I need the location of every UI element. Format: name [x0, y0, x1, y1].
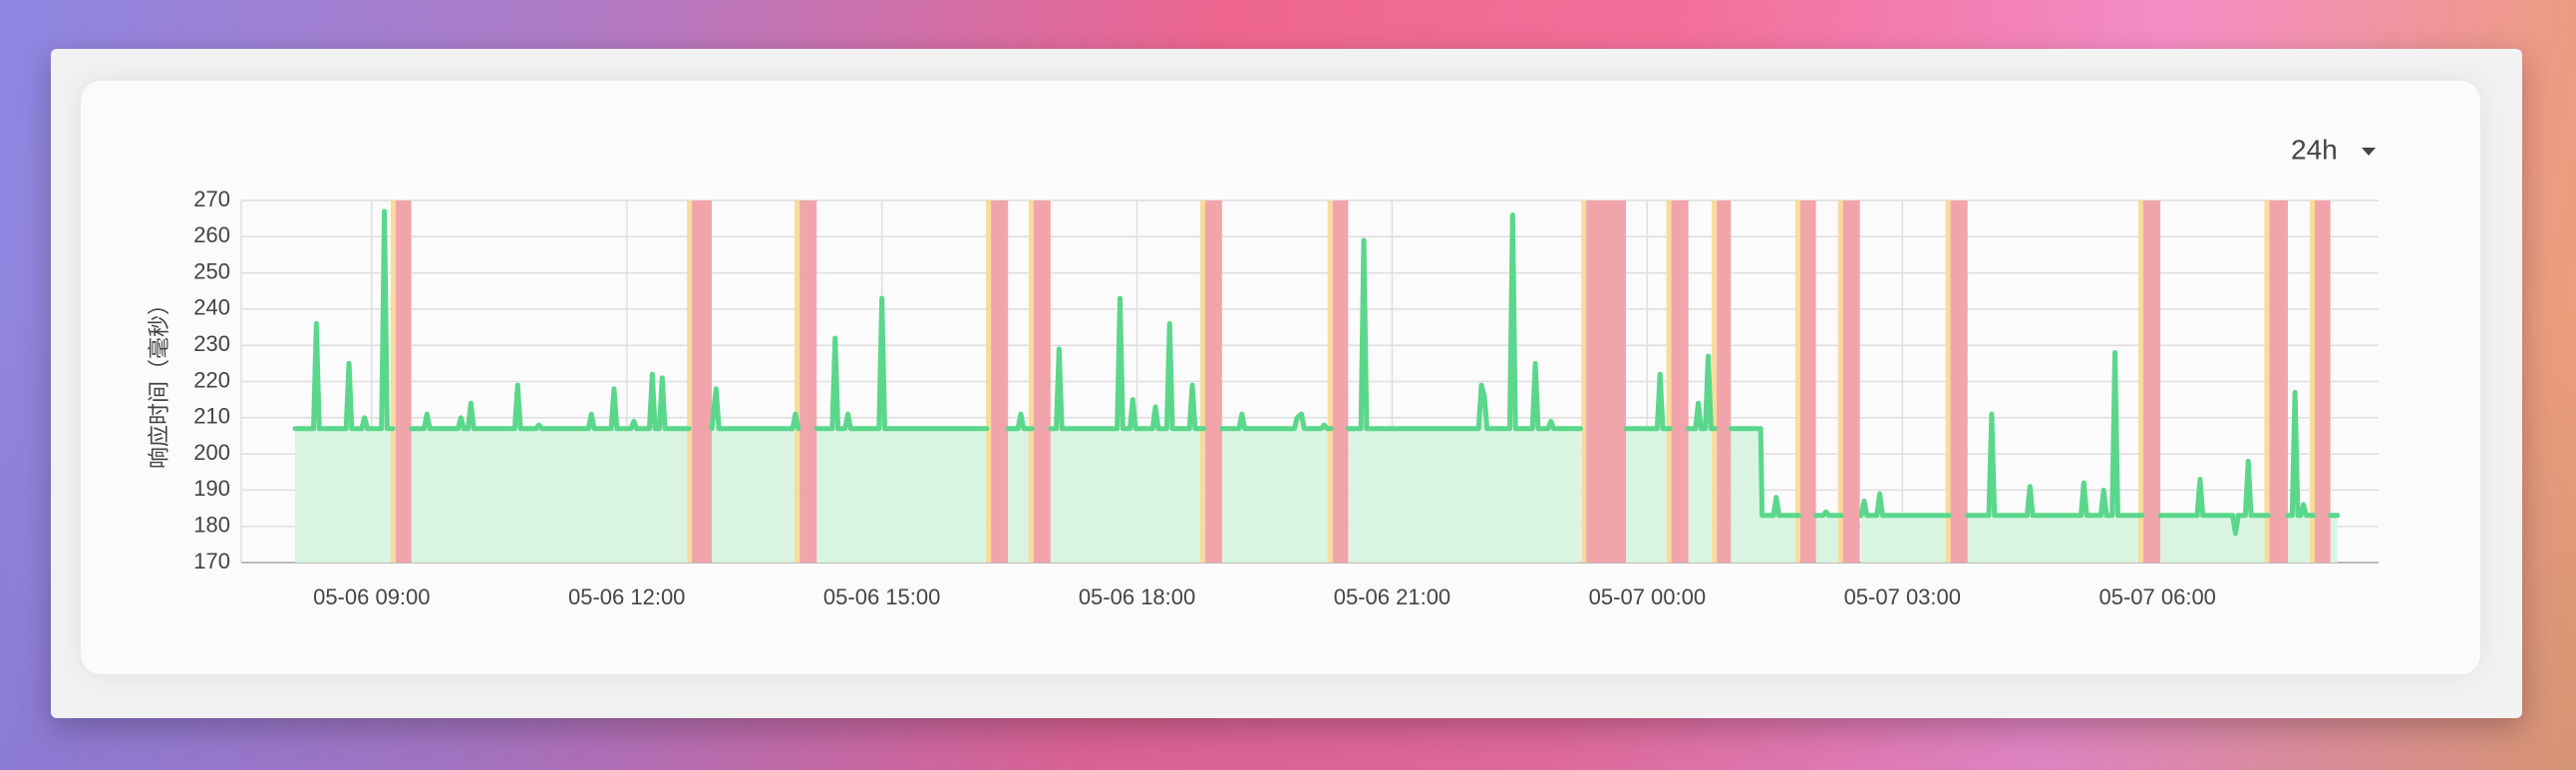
area [411, 374, 690, 563]
outage-edge [1199, 200, 1205, 563]
outage-band [1842, 200, 1860, 563]
outage-edge [687, 200, 693, 563]
outage-band [1204, 200, 1222, 563]
outage-edge [2310, 200, 2316, 563]
outage-edge [390, 200, 396, 563]
x-tick-label: 05-06 09:00 [313, 584, 430, 609]
y-tick-label: 170 [193, 549, 230, 574]
outage-edge [1837, 200, 1843, 563]
y-tick-label: 240 [193, 295, 230, 320]
area [1967, 352, 2142, 563]
outage-band [395, 200, 412, 563]
area [1815, 512, 1842, 563]
x-tick-label: 05-06 21:00 [1334, 584, 1450, 609]
y-tick-label: 230 [193, 331, 230, 356]
outage-band [1586, 200, 1627, 563]
outage-band [800, 200, 817, 563]
x-tick-label: 05-07 03:00 [1844, 584, 1961, 609]
y-tick-label: 250 [193, 258, 230, 283]
dropdown-caret[interactable] [2362, 148, 2376, 156]
y-tick-label: 210 [193, 404, 230, 429]
x-tick-label: 05-06 15:00 [823, 584, 940, 609]
outage-edge [2137, 200, 2143, 563]
outage-edge [1327, 200, 1333, 563]
outage-band [1671, 200, 1689, 563]
y-tick-label: 180 [193, 513, 230, 538]
card [81, 81, 2480, 674]
outage-edge [1666, 200, 1672, 563]
outage-edge [1945, 200, 1951, 563]
y-tick-label: 260 [193, 222, 230, 247]
outage-edge [1794, 200, 1800, 563]
outage-band [991, 200, 1009, 563]
y-tick-label: 190 [193, 476, 230, 501]
outage-edge [1712, 200, 1718, 563]
area [1221, 414, 1332, 563]
area [295, 210, 394, 563]
area [1861, 494, 1950, 563]
area [2160, 461, 2269, 563]
x-tick-label: 05-06 18:00 [1079, 584, 1195, 609]
y-tick-label: 220 [193, 367, 230, 392]
area [2330, 515, 2338, 563]
outage-band [2315, 200, 2331, 563]
outage-band [692, 200, 713, 563]
outage-edge [1028, 200, 1034, 563]
outage-band [1950, 200, 1968, 563]
outage-band [1799, 200, 1816, 563]
y-tick-label: 200 [193, 440, 230, 465]
area [1348, 214, 1581, 563]
x-tick-label: 05-07 00:00 [1589, 584, 1706, 609]
area [1731, 428, 1799, 563]
area [1008, 414, 1033, 563]
outage-band [2142, 200, 2161, 563]
outage-edge [2264, 200, 2270, 563]
range-label[interactable]: 24h [2291, 134, 2338, 165]
line [292, 208, 2341, 537]
x-tick-label: 05-06 12:00 [568, 584, 685, 609]
outage-edge [795, 200, 801, 563]
outage-edge [986, 200, 992, 563]
y-tick-label: 270 [193, 187, 230, 211]
outage-band [2269, 200, 2289, 563]
outage-edge [1581, 200, 1587, 563]
outage-band [1332, 200, 1349, 563]
outage-band [1033, 200, 1051, 563]
y-axis-label: 响应时间（毫秒） [147, 293, 171, 469]
x-tick-label: 05-07 06:00 [2098, 584, 2215, 609]
area [712, 388, 799, 563]
range-dropdown[interactable]: 24h [2291, 134, 2376, 165]
outage-band [1717, 200, 1732, 563]
